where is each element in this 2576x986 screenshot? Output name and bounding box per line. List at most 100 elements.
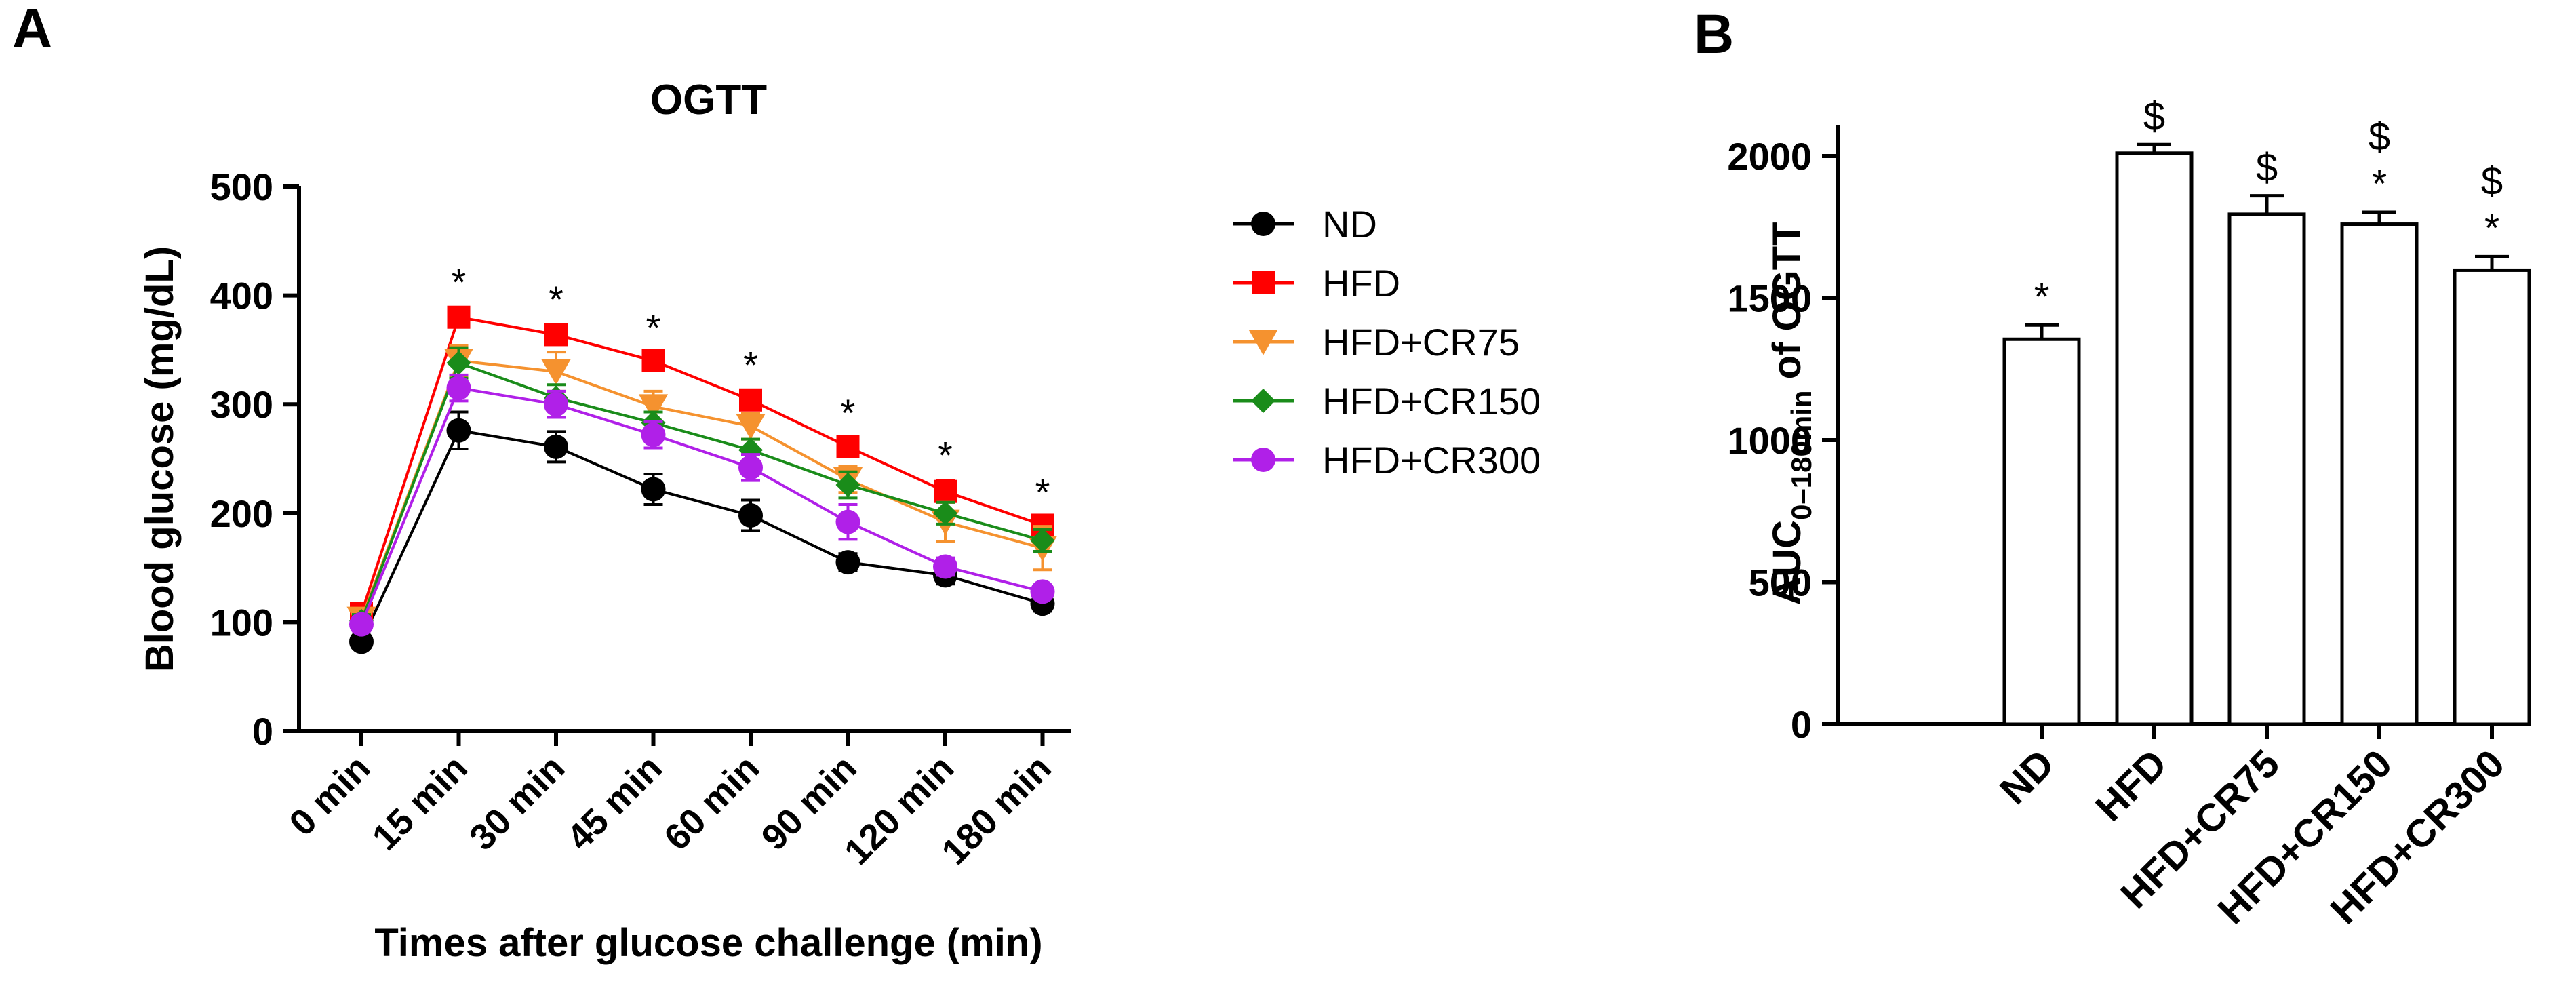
data-point [933,500,957,526]
series-hfd [350,305,1054,625]
bar-group [2002,323,2081,726]
bar-group [2453,254,2531,726]
significance-star: * [2034,275,2050,319]
y-tick-label: 200 [210,492,273,535]
series-line [360,361,1044,622]
legend-item: HFD+CR300 [1233,439,1541,481]
bar-group [2340,210,2419,726]
data-point [738,455,763,480]
y-tick-label: 400 [210,275,273,317]
significance-marker: * [743,343,758,386]
data-point [835,509,860,534]
data-point [446,418,471,443]
legend-label: HFD+CR150 [1322,380,1541,422]
data-point [1030,579,1055,604]
y-tick-label: 300 [210,383,273,426]
legend-item: HFD+CR75 [1233,321,1520,363]
y-tick-label: 500 [1749,561,1812,604]
significance-dollar: $ [2481,159,2503,203]
data-point [544,392,568,417]
data-point [736,414,766,440]
y-tick-label: 0 [1791,703,1812,746]
significance-marker: * [841,391,856,434]
data-point [446,351,471,376]
y-tick-label: 1500 [1727,277,1812,320]
data-point [835,550,860,575]
bar [2453,268,2531,726]
significance-marker: * [452,260,467,303]
bar-group [2115,142,2194,726]
significance-star: * [2372,162,2387,206]
legend-marker [1251,448,1275,472]
legend-marker [1251,389,1275,413]
chart-a-title: OGTT [650,77,767,123]
data-point [544,434,568,459]
chart-a-y-label: Blood glucose (mg/dL) [138,246,182,672]
data-point [738,503,763,528]
chart-a-legend: ND HFD HFD+CR75 HFD+CR150 HFD+CR300 [1233,203,1541,481]
bar [2002,337,2081,726]
bar-group [2227,194,2306,726]
data-point [934,479,957,503]
data-point [835,473,860,498]
y-tick-label: 2000 [1727,135,1812,178]
data-point [349,629,374,654]
data-point [641,422,666,448]
y-tick-label: 100 [210,601,273,644]
significance-marker: * [1035,471,1050,513]
data-point [544,323,568,347]
panel-label-b: B [1694,3,1734,65]
chart-a-x-label: Times after glucose challenge (min) [374,921,1042,965]
series-hfd-cr300 [349,373,1055,637]
x-tick-label: 180 min [934,747,1059,873]
legend-marker [1248,330,1278,355]
data-point [349,612,374,637]
legend-label: ND [1322,203,1377,245]
legend-label: HFD+CR75 [1322,321,1520,363]
y-tick-label: 500 [210,165,273,208]
data-point [641,477,666,502]
data-point [446,376,471,401]
series-line [360,429,1044,643]
series-line [360,315,1044,614]
data-point [541,359,571,385]
x-tick-label: 30 min [462,747,572,858]
panel-label-a: A [12,0,52,60]
significance-star: * [2484,206,2500,250]
data-point [739,388,762,412]
y-tick-label: 1000 [1727,419,1812,462]
significance-dollar: $ [2143,94,2165,138]
x-tick-label: 0 min [281,747,378,844]
chart-b-y-label: AUC0–180min of OGTT [1765,222,1817,605]
x-tick-label: ND [1992,741,2063,812]
data-point [738,437,763,462]
data-point [1030,528,1055,553]
legend-marker [1251,212,1275,236]
legend-item: HFD+CR150 [1233,380,1541,422]
legend-item: HFD [1233,262,1400,304]
data-point [638,394,669,420]
legend-label: HFD+CR300 [1322,439,1541,481]
significance-marker: * [646,307,661,349]
x-tick-label: 45 min [559,747,670,858]
legend-label: HFD [1322,262,1400,304]
legend-item: ND [1233,203,1377,245]
data-point [836,435,860,458]
significance-dollar: $ [2256,146,2278,190]
y-tick-label: 0 [252,710,273,753]
significance-marker: * [938,434,953,477]
data-point [933,554,957,579]
series-nd [349,410,1055,654]
series-line [360,386,1043,625]
significance-marker: * [549,278,563,321]
legend-marker [1252,271,1275,294]
significance-dollar: $ [2369,115,2390,159]
bar [2340,222,2419,726]
data-point [641,349,665,372]
x-tick-label: HFD [2087,741,2175,829]
x-tick-label: 60 min [656,747,767,858]
series-line [360,359,1044,620]
